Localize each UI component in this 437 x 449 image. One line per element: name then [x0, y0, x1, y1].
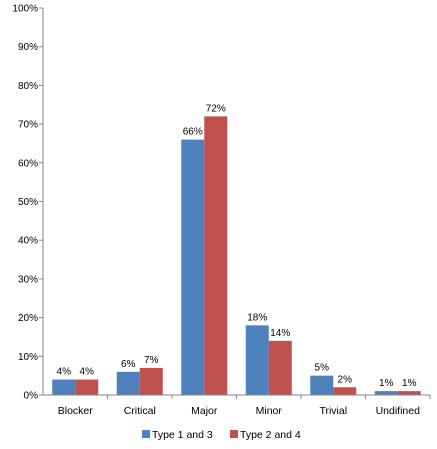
x-category-label: Undifined	[376, 405, 421, 417]
y-tick-label: 90%	[18, 42, 38, 53]
data-label: 1%	[402, 378, 417, 389]
x-category-label: Trivial	[319, 405, 347, 417]
bar-critical-series-1	[116, 371, 140, 395]
y-axis: 0% 10% 20% 30% 40% 50% 60% 70% 80% 90% 100%	[12, 4, 44, 402]
data-label: 7%	[144, 355, 159, 366]
legend-label-series-2: Type 2 and 4	[240, 429, 301, 441]
data-label: 18%	[247, 312, 267, 323]
x-category-label: Major	[191, 405, 218, 417]
data-label: 14%	[270, 328, 290, 339]
y-tick-label: 40%	[18, 236, 38, 247]
data-label: 72%	[206, 103, 226, 114]
y-tick-label: 10%	[18, 352, 38, 363]
bar-trivial-series-2	[333, 387, 357, 395]
bar-trivial-series-1	[310, 375, 334, 395]
y-tick-label: 100%	[12, 4, 38, 15]
x-category-label: Critical	[124, 405, 156, 417]
bar-minor-series-1	[245, 325, 269, 395]
bar-blocker-series-2	[75, 379, 99, 395]
data-label: 6%	[121, 359, 136, 370]
data-label: 66%	[183, 127, 203, 138]
y-tick-label: 0%	[24, 391, 39, 402]
legend: Type 1 and 3 Type 2 and 4	[142, 429, 301, 441]
y-tick-label: 70%	[18, 120, 38, 131]
data-label: 5%	[315, 363, 330, 374]
data-labels: 4% 4% 6% 7% 66% 72% 18%14% 5% 2% 1% 1%	[57, 103, 417, 389]
data-label: 4%	[80, 367, 95, 378]
y-tick-label: 60%	[18, 158, 38, 169]
bar-major-series-1	[181, 139, 205, 395]
legend-swatch-series-1	[142, 430, 150, 438]
bars	[52, 116, 421, 396]
y-tick-label: 50%	[18, 197, 38, 208]
bar-blocker-series-1	[52, 379, 76, 395]
data-label: 1%	[379, 378, 394, 389]
bar-major-series-2	[204, 116, 228, 396]
y-tick-label: 80%	[18, 81, 38, 92]
data-label: 2%	[338, 374, 353, 385]
x-category-label: Minor	[256, 405, 283, 417]
bar-critical-series-2	[139, 367, 163, 395]
x-axis: Blocker Critical Major Minor Trivial Undifine…	[43, 394, 431, 417]
y-tick-label: 20%	[18, 313, 38, 324]
bar-minor-series-2	[268, 340, 292, 395]
data-label: 4%	[57, 367, 72, 378]
bar-undifined-series-2	[397, 391, 421, 395]
y-tick-label: 30%	[18, 274, 38, 285]
bar-undifined-series-1	[374, 391, 398, 395]
x-category-label: Blocker	[58, 405, 94, 417]
legend-swatch-series-2	[230, 430, 238, 438]
legend-label-series-1: Type 1 and 3	[152, 429, 213, 441]
